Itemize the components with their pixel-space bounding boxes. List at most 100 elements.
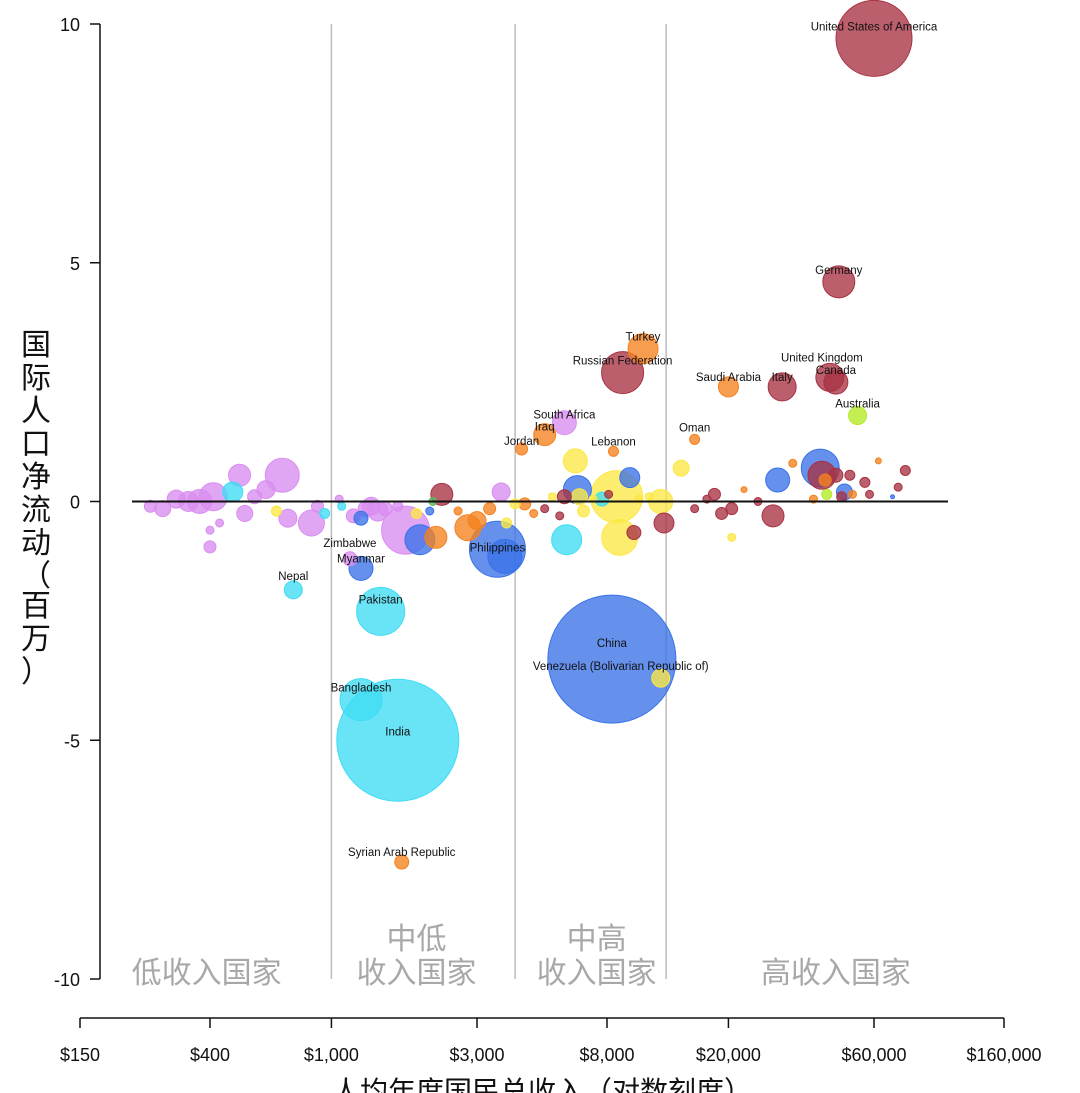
country-label: Italy: [772, 372, 793, 384]
data-bubble: [601, 351, 645, 395]
data-bubble: [310, 499, 324, 513]
data-bubble: [547, 594, 677, 724]
data-bubble: [848, 406, 868, 426]
country-label: Philippines: [470, 542, 526, 554]
data-bubble: [690, 504, 700, 514]
data-bubble: [392, 500, 404, 512]
x-tick-label: $150: [60, 1045, 100, 1065]
bubbles: [143, 0, 913, 870]
data-bubble: [847, 489, 857, 499]
data-bubble: [717, 376, 739, 398]
data-bubble: [727, 532, 737, 542]
y-tick-label: 0: [70, 493, 80, 513]
x-tick-label: $3,000: [449, 1045, 504, 1065]
x-tick-label: $60,000: [841, 1045, 906, 1065]
axis-titles: 国际人口净流动（百万） 人均年度国民总收入（对数刻度）: [21, 328, 752, 1093]
data-bubble: [501, 517, 513, 529]
region-label: 中高: [567, 922, 627, 957]
data-bubble: [555, 511, 565, 521]
y-tick-label: -5: [64, 731, 80, 751]
data-bubble: [607, 445, 619, 457]
data-bubble: [767, 372, 797, 402]
region-label: 中低: [386, 922, 446, 957]
y-tick-label: 5: [70, 254, 80, 274]
data-bubble: [529, 508, 539, 518]
country-label: Myanmar: [337, 553, 385, 565]
data-bubble: [844, 469, 856, 481]
data-bubble: [377, 501, 393, 517]
x-axis-title: 人均年度国民总收入（对数刻度）: [332, 1075, 752, 1093]
data-bubble: [765, 467, 791, 493]
region-label: 高收入国家: [761, 956, 911, 991]
data-bubble: [689, 433, 701, 445]
data-bubble: [540, 504, 550, 514]
region-label: 收入国家: [356, 956, 476, 991]
data-bubble: [487, 538, 523, 574]
data-bubble: [627, 333, 659, 365]
annotations: United States of America Germany Turkey Rus…: [278, 21, 938, 859]
data-bubble: [339, 678, 383, 722]
data-bubble: [342, 551, 358, 567]
y-tick-label: 10: [60, 15, 80, 35]
data-bubble: [319, 507, 331, 519]
data-bubble: [205, 525, 215, 535]
data-bubble: [424, 525, 448, 549]
country-label: India: [385, 726, 411, 738]
data-bubble: [515, 442, 529, 456]
country-label: Australia: [835, 399, 880, 411]
x-tick-label: $400: [190, 1045, 230, 1065]
data-bubble: [283, 580, 303, 600]
data-bubble: [740, 486, 748, 494]
axes: 10 5 0 -5 -10 $150 $400 $1,000 $3,000 $8,000 $20,0…: [54, 15, 1042, 1065]
data-bubble: [761, 504, 785, 528]
x-tick-label: $160,000: [966, 1045, 1041, 1065]
country-label: United Kingdom: [781, 352, 863, 364]
data-bubble: [821, 488, 833, 500]
data-bubble: [865, 489, 875, 499]
data-bubble: [653, 512, 675, 534]
data-bubble: [725, 502, 739, 516]
data-bubble: [835, 0, 913, 77]
data-bubble: [247, 489, 263, 505]
country-label: Russian Federation: [573, 356, 673, 368]
country-label: Lebanon: [591, 436, 636, 448]
data-bubble: [353, 510, 369, 526]
data-bubble: [874, 457, 882, 465]
data-bubble: [576, 504, 590, 518]
data-bubble: [547, 492, 557, 502]
data-bubble: [859, 476, 871, 488]
data-bubble: [562, 448, 588, 474]
data-bubble: [143, 499, 157, 513]
country-label: Venezuela (Bolivarian Republic of): [533, 661, 709, 673]
data-bubble: [483, 502, 497, 516]
data-bubble: [203, 540, 217, 554]
data-bubble: [394, 854, 410, 870]
data-bubble: [890, 494, 896, 500]
data-bubble: [270, 505, 282, 517]
data-bubble: [672, 459, 690, 477]
data-bubble: [236, 504, 254, 522]
data-bubble: [818, 473, 832, 487]
data-bubble: [626, 525, 642, 541]
country-label: Saudi Arabia: [696, 372, 762, 384]
data-bubble: [823, 369, 849, 395]
country-label: Turkey: [626, 332, 661, 344]
data-bubble: [467, 511, 487, 531]
data-bubble: [619, 467, 641, 489]
data-bubble: [644, 492, 654, 502]
country-label: Nepal: [278, 571, 308, 583]
country-label: Zimbabwe: [323, 538, 376, 550]
country-label: China: [597, 638, 628, 650]
data-bubble: [551, 524, 583, 556]
x-tick-label: $8,000: [579, 1045, 634, 1065]
data-bubble: [509, 498, 521, 510]
country-label: Germany: [815, 265, 863, 277]
region-label: 收入国家: [537, 956, 657, 991]
country-label: Bangladesh: [331, 683, 392, 695]
x-tick-label: $20,000: [696, 1045, 761, 1065]
country-label: South Africa: [533, 410, 596, 422]
data-bubble: [491, 482, 511, 502]
data-bubble: [893, 482, 903, 492]
